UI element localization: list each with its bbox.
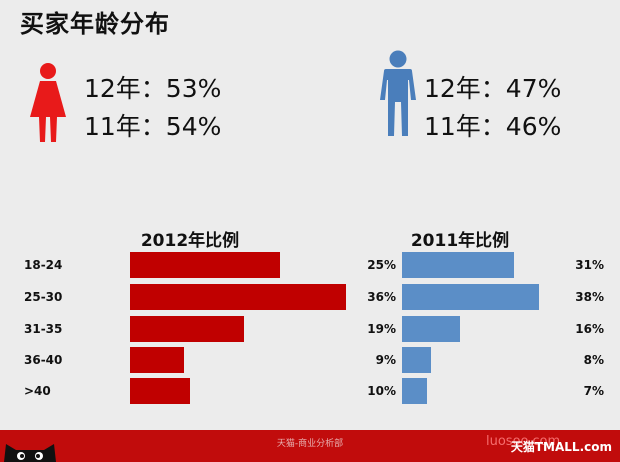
chart-2011-title: 2011年比例 bbox=[410, 231, 510, 251]
chart-2012-value-label: 10% bbox=[367, 384, 396, 398]
male-2012-stat: 12年：47% bbox=[424, 74, 562, 103]
female-person-icon bbox=[30, 63, 66, 142]
chart-2012-bar bbox=[130, 284, 346, 310]
chart-2012-title: 2012年比例 bbox=[140, 231, 240, 251]
category-label: 31-35 bbox=[24, 322, 63, 336]
chart-2012-bar bbox=[130, 347, 184, 373]
chart-2011-value-label: 8% bbox=[583, 353, 604, 367]
category-label: 36-40 bbox=[24, 353, 63, 367]
female-stats: 12年：53% 11年：54% bbox=[84, 70, 221, 146]
category-label: 18-24 bbox=[24, 258, 63, 272]
chart-2011-value-label: 16% bbox=[575, 322, 604, 336]
chart-2012-bar bbox=[130, 378, 190, 404]
chart-2012-value-label: 19% bbox=[367, 322, 396, 336]
chart-2011-value-label: 38% bbox=[575, 290, 604, 304]
tmall-cat-logo-icon bbox=[4, 444, 56, 462]
chart-2012-bar bbox=[130, 252, 280, 278]
chart-2012-value-label: 25% bbox=[367, 258, 396, 272]
chart-2011-bar bbox=[402, 284, 539, 310]
chart-2011-bar bbox=[402, 252, 514, 278]
chart-2011-value-label: 31% bbox=[575, 258, 604, 272]
chart-2012-bar bbox=[130, 316, 244, 342]
category-label: >40 bbox=[24, 384, 51, 398]
chart-2011-bar bbox=[402, 316, 460, 342]
page-title: 买家年龄分布 bbox=[20, 10, 170, 38]
chart-2011-value-label: 7% bbox=[583, 384, 604, 398]
footer-text: 天猫-商业分析部 bbox=[276, 439, 344, 449]
chart-2012-value-label: 9% bbox=[375, 353, 396, 367]
male-person-icon bbox=[380, 50, 416, 136]
male-2011-stat: 11年：46% bbox=[424, 112, 562, 141]
chart-2011-bar bbox=[402, 347, 431, 373]
female-2011-stat: 11年：54% bbox=[84, 112, 222, 141]
footer-bar: 天猫-商业分析部 luosoo.com 天猫TMALL.com bbox=[0, 430, 620, 462]
chart-2012-value-label: 36% bbox=[367, 290, 396, 304]
female-2012-stat: 12年：53% bbox=[84, 74, 222, 103]
footer-watermark: luosoo.com bbox=[486, 434, 561, 449]
chart-2011-bar bbox=[402, 378, 427, 404]
male-stats: 12年：47% 11年：46% bbox=[424, 70, 561, 146]
category-label: 25-30 bbox=[24, 290, 63, 304]
footer-brand: 天猫TMALL.com bbox=[510, 440, 612, 454]
